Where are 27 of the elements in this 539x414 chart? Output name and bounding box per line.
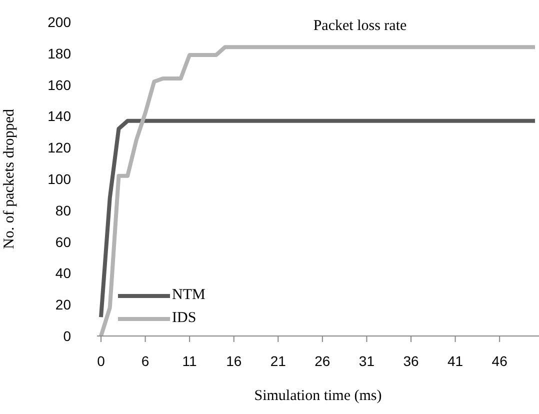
x-tick-label: 11 <box>182 352 198 369</box>
x-tick-label: 26 <box>314 352 330 369</box>
x-tick-label: 41 <box>447 352 464 369</box>
x-tick-label: 21 <box>270 352 286 369</box>
y-tick-label: 120 <box>48 140 72 156</box>
y-tick-label: 200 <box>48 14 72 30</box>
y-tick-label: 180 <box>48 45 72 62</box>
x-axis-title: Simulation time (ms) <box>254 388 382 404</box>
y-tick-label: 80 <box>55 202 72 218</box>
y-tick-label: 20 <box>55 296 72 313</box>
legend-label: NTM <box>172 286 206 305</box>
y-axis-title: No. of packets dropped <box>1 108 18 249</box>
x-tick-label: 6 <box>141 352 150 369</box>
x-tick-label: 16 <box>226 352 242 369</box>
y-tick-label: 40 <box>55 265 72 282</box>
x-tick-label: 46 <box>492 352 508 369</box>
x-tick-label: 36 <box>403 352 419 369</box>
y-tick-label: 160 <box>48 76 72 93</box>
x-tick-label: 0 <box>97 352 106 369</box>
y-tick-label: 60 <box>55 234 72 250</box>
legend-label: IDS <box>172 309 196 328</box>
y-tick-label: 140 <box>48 108 72 124</box>
x-tick-label: 31 <box>358 352 375 369</box>
line-series <box>99 45 537 336</box>
y-tick-label: 0 <box>63 328 72 344</box>
y-tick-label: 100 <box>48 170 72 187</box>
chart-title: Packet loss rate <box>313 18 407 34</box>
